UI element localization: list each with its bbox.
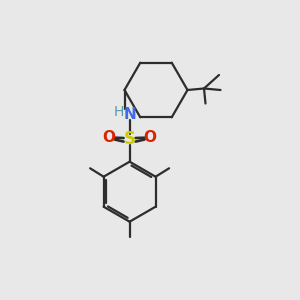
Text: O: O: [143, 130, 157, 145]
Text: H: H: [113, 105, 124, 119]
Text: N: N: [123, 107, 136, 122]
Text: S: S: [124, 130, 136, 148]
Text: O: O: [103, 130, 116, 145]
